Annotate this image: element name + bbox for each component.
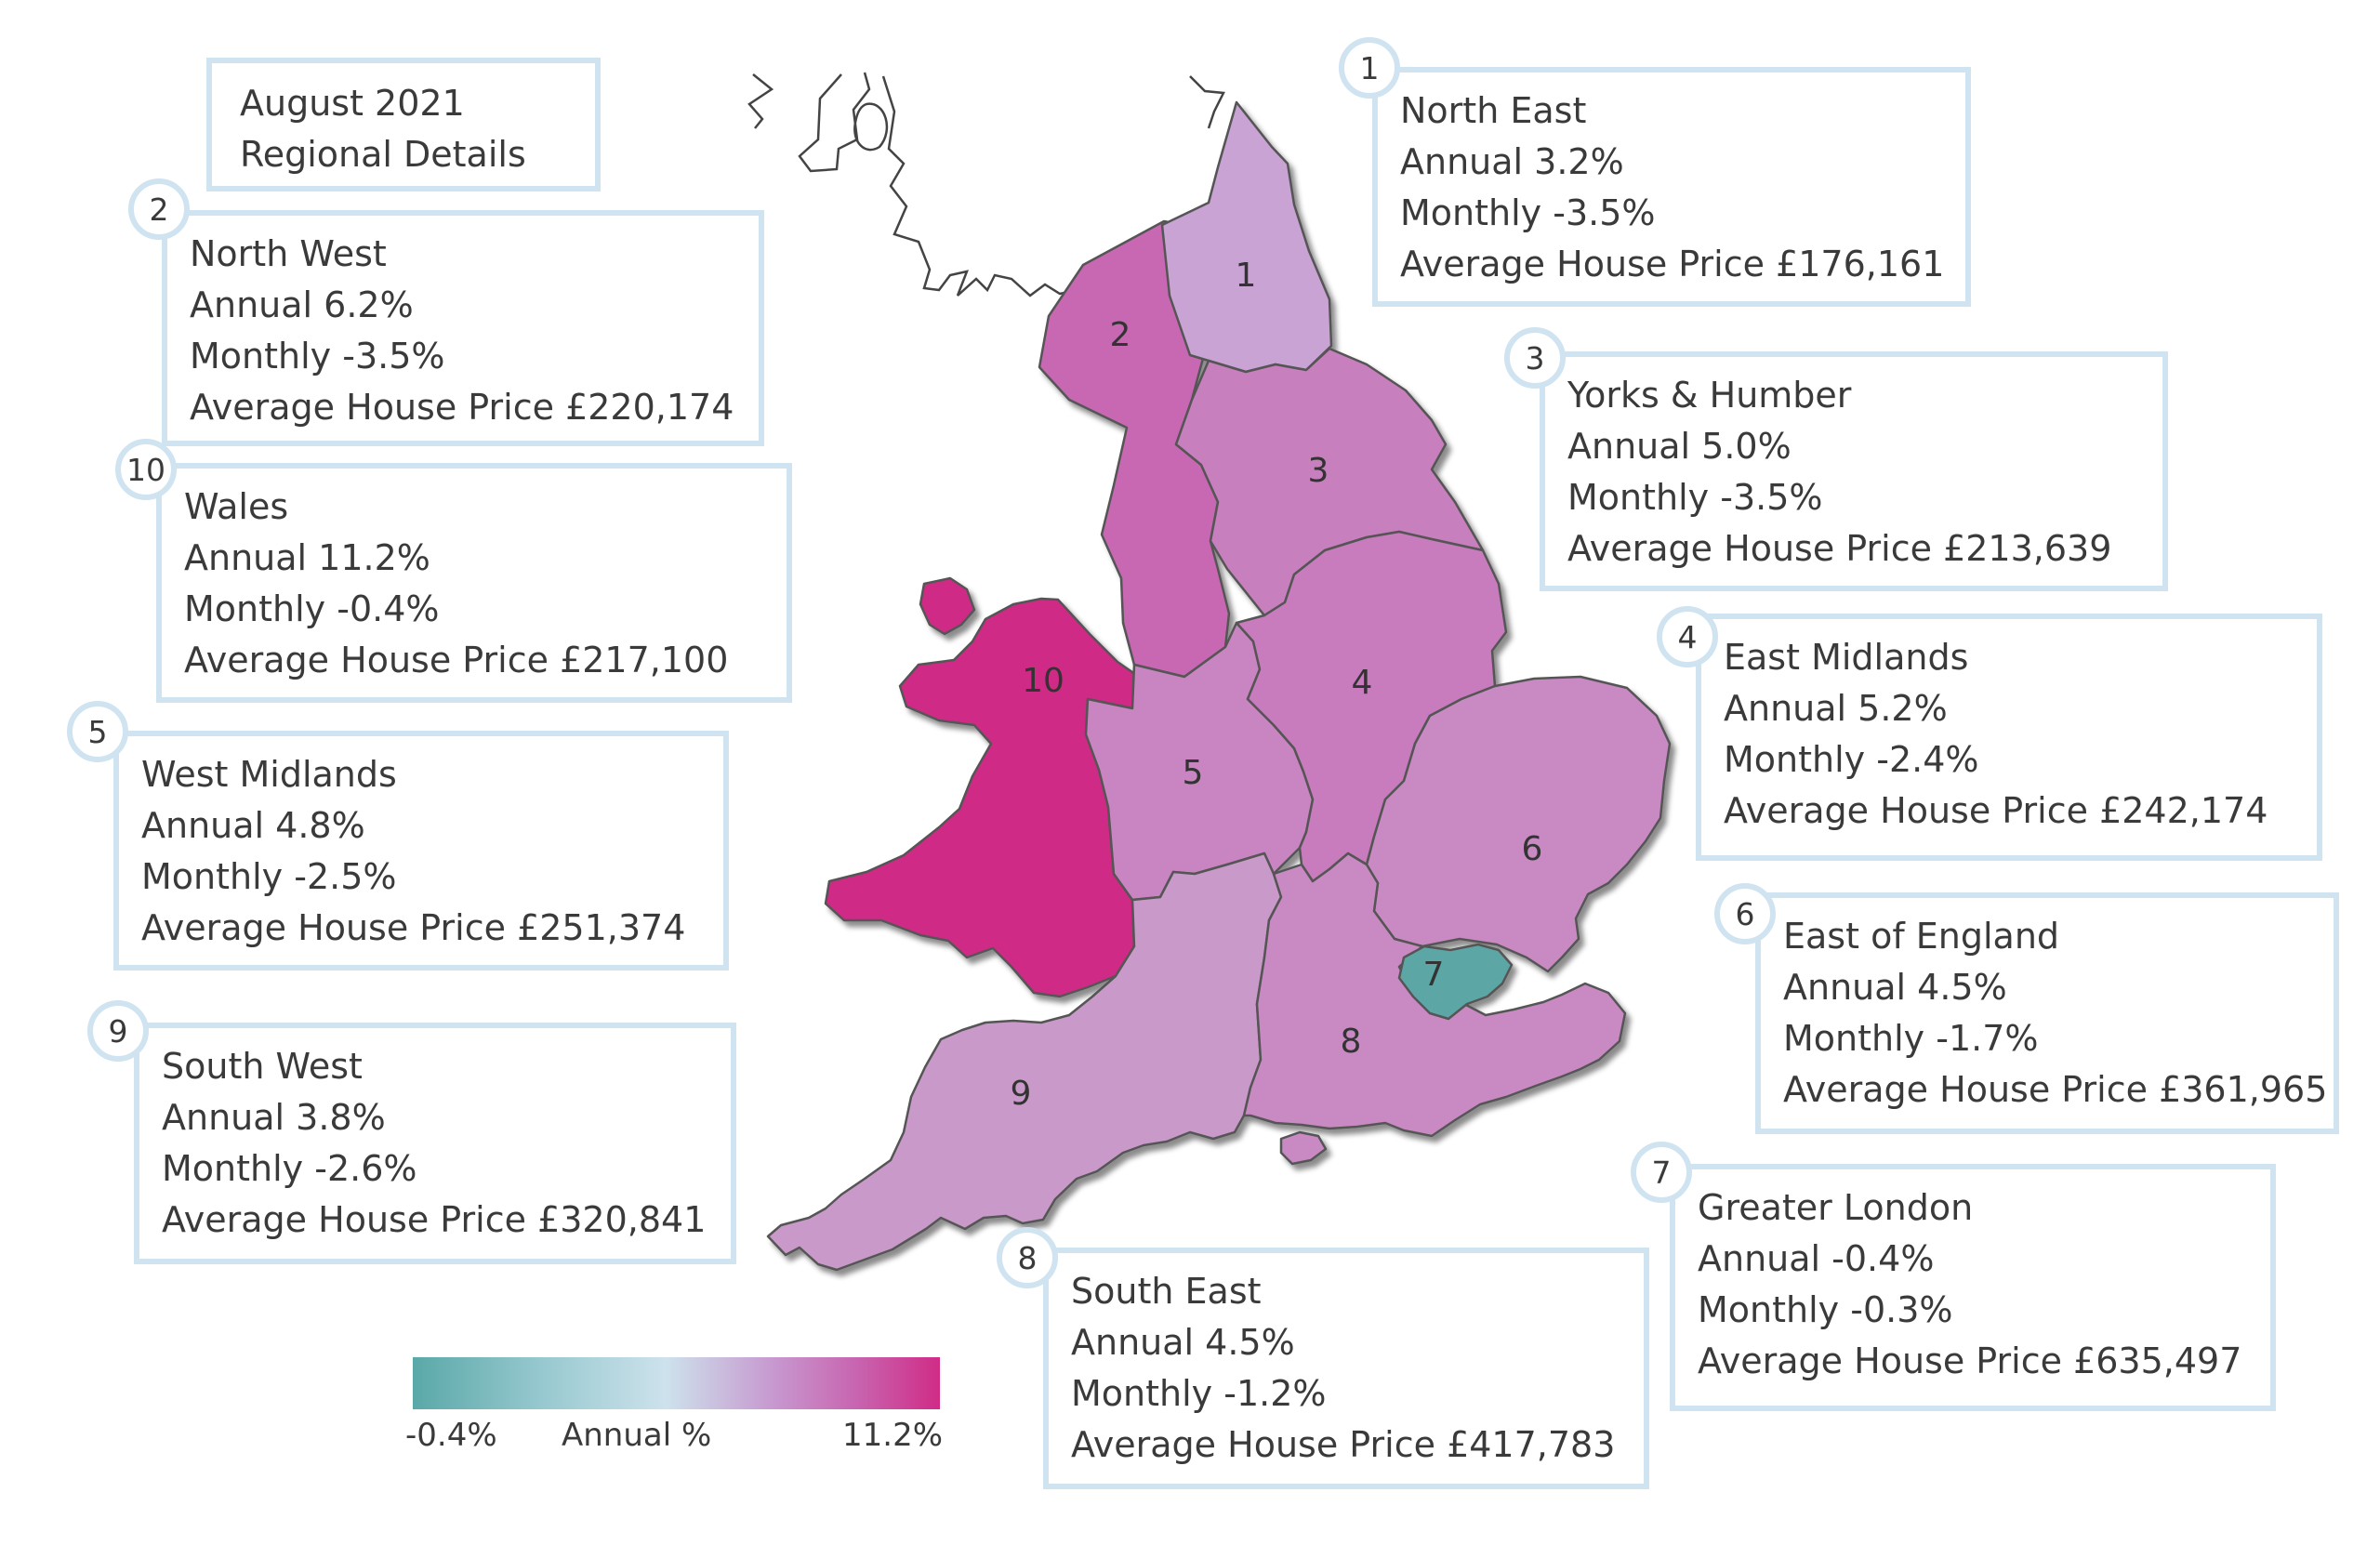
region-annual: Annual 5.0% — [1567, 426, 1792, 468]
region-annual: Annual 6.2% — [190, 284, 414, 326]
info-box-south-east: South East Annual 4.5% Monthly -1.2% Ave… — [1043, 1248, 1649, 1489]
map-label-1: 1 — [1236, 257, 1257, 295]
region-price: Average House Price £417,783 — [1071, 1424, 1616, 1466]
badge-5: 5 — [67, 701, 128, 762]
badge-2: 2 — [128, 178, 190, 240]
region-wales[interactable] — [824, 597, 1144, 998]
region-monthly: Monthly -2.5% — [141, 856, 397, 898]
region-price: Average House Price £242,174 — [1724, 790, 2268, 832]
region-price: Average House Price £251,374 — [141, 907, 686, 949]
region-price: Average House Price £176,161 — [1400, 244, 1945, 285]
legend-min-label: -0.4% — [405, 1417, 497, 1454]
legend-color-scale — [413, 1357, 940, 1409]
region-name: North West — [190, 233, 387, 274]
info-box-wales: Wales Annual 11.2% Monthly -0.4% Average… — [156, 463, 792, 703]
region-monthly: Monthly -0.3% — [1698, 1289, 1953, 1331]
badge-10: 10 — [115, 439, 177, 500]
region-price: Average House Price £213,639 — [1567, 528, 2112, 570]
region-south-east-isle-of-wight — [1279, 1130, 1328, 1166]
info-box-west-midlands: West Midlands Annual 4.8% Monthly -2.5% … — [113, 731, 729, 971]
region-monthly: Monthly -1.7% — [1783, 1018, 2039, 1060]
map-label-6: 6 — [1522, 830, 1543, 868]
region-greater-london[interactable] — [1397, 943, 1514, 1021]
scotland-coastline — [747, 72, 1225, 297]
region-monthly: Monthly -3.5% — [190, 336, 445, 377]
region-name: East Midlands — [1724, 637, 1969, 678]
map-label-10: 10 — [1022, 662, 1064, 700]
region-south-east[interactable] — [1242, 852, 1627, 1138]
info-box-greater-london: Greater London Annual -0.4% Monthly -0.3… — [1670, 1164, 2276, 1411]
info-box-south-west: South West Annual 3.8% Monthly -2.6% Ave… — [134, 1023, 736, 1264]
badge-9: 9 — [87, 1000, 149, 1062]
region-name: Yorks & Humber — [1567, 375, 1852, 416]
region-price: Average House Price £220,174 — [190, 387, 734, 429]
region-name: Wales — [184, 486, 289, 527]
region-annual: Annual -0.4% — [1698, 1238, 1935, 1280]
region-monthly: Monthly -0.4% — [184, 588, 440, 630]
region-monthly: Monthly -2.4% — [1724, 739, 1979, 781]
badge-1: 1 — [1339, 37, 1400, 99]
map-label-9: 9 — [1011, 1075, 1032, 1113]
region-annual: Annual 5.2% — [1724, 688, 1948, 730]
region-price: Average House Price £320,841 — [162, 1199, 707, 1241]
region-monthly: Monthly -2.6% — [162, 1148, 417, 1190]
info-box-yorks-humber: Yorks & Humber Annual 5.0% Monthly -3.5%… — [1540, 351, 2168, 591]
region-annual: Annual 3.2% — [1400, 141, 1624, 183]
legend-max-label: 11.2% — [842, 1417, 944, 1454]
region-price: Average House Price £217,100 — [184, 640, 729, 681]
region-name: South East — [1071, 1271, 1262, 1312]
info-box-east-midlands: East Midlands Annual 5.2% Monthly -2.4% … — [1696, 614, 2322, 861]
legend-title: Annual % — [562, 1417, 712, 1454]
map-label-3: 3 — [1308, 452, 1329, 490]
region-name: West Midlands — [141, 754, 397, 795]
title-date: August 2021 — [240, 83, 465, 124]
badge-7: 7 — [1631, 1142, 1692, 1203]
region-annual: Annual 4.5% — [1071, 1322, 1295, 1364]
badge-3: 3 — [1504, 327, 1566, 389]
region-north-east[interactable] — [1160, 100, 1333, 374]
info-box-north-east: North East Annual 3.2% Monthly -3.5% Ave… — [1372, 67, 1971, 307]
region-annual: Annual 4.5% — [1783, 967, 2007, 1009]
region-name: North East — [1400, 90, 1587, 131]
region-monthly: Monthly -3.5% — [1567, 477, 1823, 519]
region-annual: Annual 4.8% — [141, 805, 365, 847]
region-price: Average House Price £361,965 — [1783, 1069, 2328, 1111]
map-label-8: 8 — [1341, 1023, 1362, 1061]
badge-4: 4 — [1657, 606, 1718, 667]
title-box: August 2021 Regional Details — [206, 58, 601, 191]
region-name: Greater London — [1698, 1187, 1974, 1228]
region-price: Average House Price £635,497 — [1698, 1340, 2242, 1382]
map-label-4: 4 — [1352, 664, 1373, 702]
region-east-of-england[interactable] — [1365, 675, 1672, 973]
map-label-5: 5 — [1183, 754, 1204, 792]
info-box-east-of-england: East of England Annual 4.5% Monthly -1.7… — [1755, 892, 2339, 1134]
region-monthly: Monthly -3.5% — [1400, 192, 1656, 234]
info-box-north-west: North West Annual 6.2% Monthly -3.5% Ave… — [162, 210, 764, 446]
badge-8: 8 — [997, 1227, 1058, 1288]
region-name: South West — [162, 1046, 363, 1087]
region-annual: Annual 3.8% — [162, 1097, 386, 1139]
badge-6: 6 — [1714, 883, 1776, 944]
map-label-7: 7 — [1423, 956, 1445, 994]
map-label-2: 2 — [1110, 316, 1131, 354]
region-wales-anglesey — [919, 576, 976, 636]
region-annual: Annual 11.2% — [184, 537, 430, 579]
region-name: East of England — [1783, 916, 2060, 957]
title-subtitle: Regional Details — [240, 134, 526, 176]
region-monthly: Monthly -1.2% — [1071, 1373, 1327, 1415]
